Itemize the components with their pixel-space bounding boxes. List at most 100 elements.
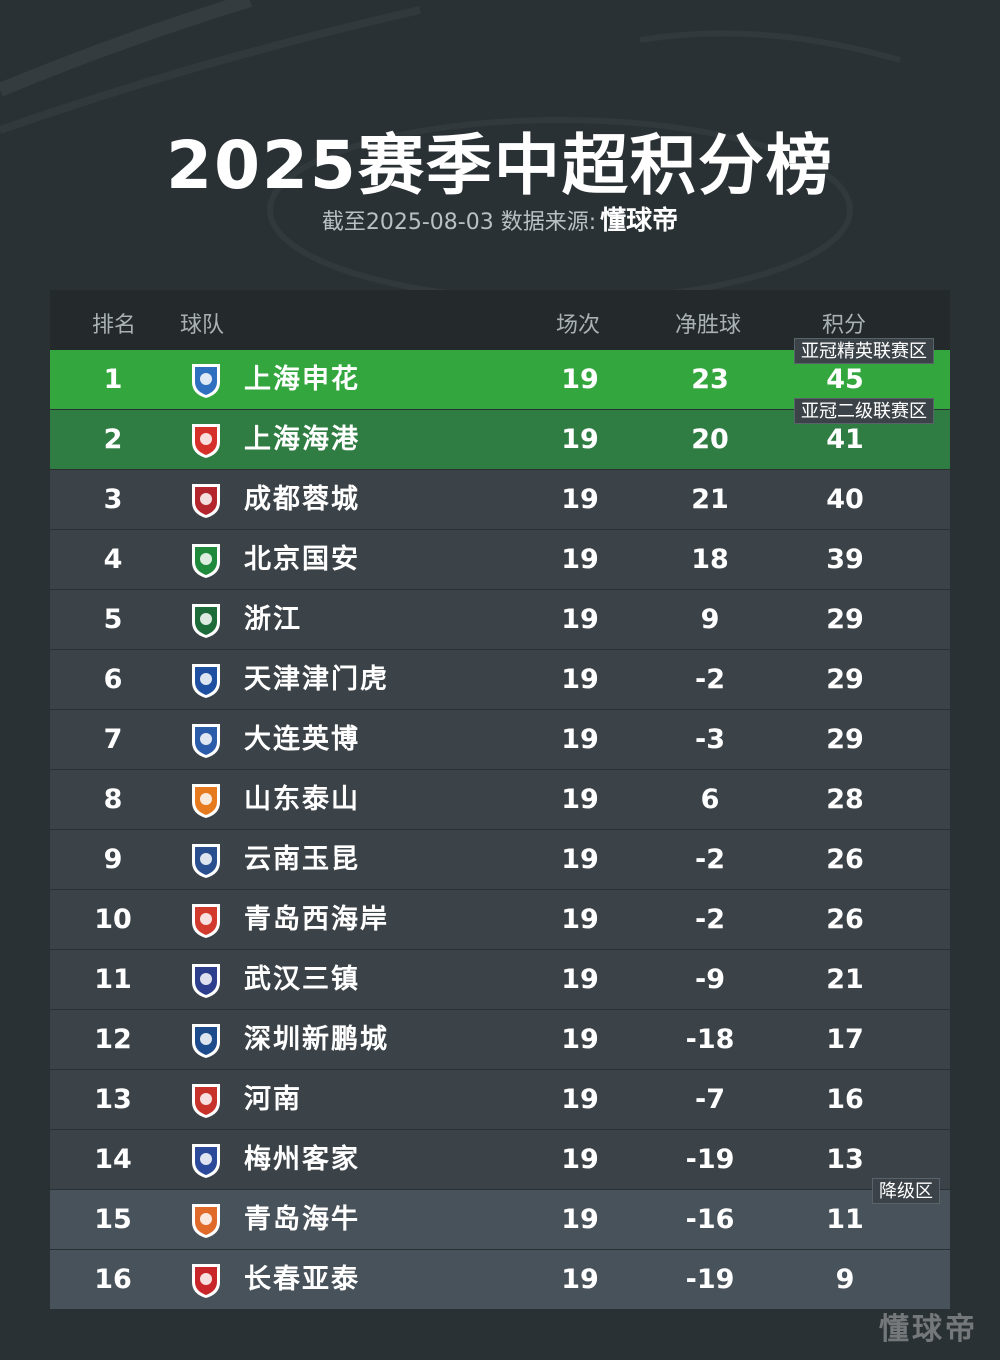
beijing-guoan-badge-icon [192, 544, 220, 578]
row-team-name: 深圳新鹏城 [244, 1024, 389, 1055]
yunnan-yukun-badge-icon [192, 844, 220, 878]
row-points: 21 [826, 964, 864, 995]
row-points: 11 [826, 1204, 864, 1235]
row-goal-difference: 9 [700, 604, 720, 635]
row-rank: 13 [94, 1084, 132, 1115]
row-played: 19 [561, 844, 599, 875]
table-header: 排名 球队 场次 净胜球 积分 [50, 290, 950, 350]
table-row: 3 成都蓉城 19 21 40 [50, 470, 950, 530]
row-goal-difference: 21 [691, 484, 729, 515]
row-goal-difference: -2 [695, 904, 725, 935]
table-row: 14 梅州客家 19 -19 13 [50, 1130, 950, 1190]
brand-name: 懂球帝 [600, 206, 679, 236]
qingdao-hainiu-badge-icon [192, 1204, 220, 1238]
zhejiang-badge-icon [192, 604, 220, 638]
row-played: 19 [561, 1264, 599, 1295]
row-goal-difference: -7 [695, 1084, 725, 1115]
tianjin-jinmen-tiger-badge-icon [192, 664, 220, 698]
table-row: 13 河南 19 -7 16 [50, 1070, 950, 1130]
header-team: 球队 [180, 313, 225, 338]
row-team-name: 长春亚泰 [244, 1264, 360, 1295]
row-played: 19 [561, 544, 599, 575]
page-subtitle: 截至2025-08-03 数据来源: 懂球帝 [0, 200, 1000, 237]
zone-label-acl-two: 亚冠二级联赛区 [794, 398, 934, 424]
row-team-name: 青岛西海岸 [244, 904, 389, 935]
row-goal-difference: -2 [695, 844, 725, 875]
row-goal-difference: -16 [685, 1204, 735, 1235]
row-rank: 3 [103, 484, 123, 515]
row-team-name: 浙江 [244, 604, 302, 635]
header-rank: 排名 [92, 313, 137, 338]
row-points: 29 [826, 724, 864, 755]
table-row: 16 长春亚泰 19 -19 9 [50, 1250, 950, 1310]
table-row: 5 浙江 19 9 29 [50, 590, 950, 650]
row-goal-difference: 23 [691, 364, 729, 395]
row-goal-difference: -2 [695, 664, 725, 695]
row-rank: 10 [94, 904, 132, 935]
watermark: 懂球帝 [879, 1312, 978, 1347]
table-body: 1 上海申花 19 23 45 2 上海海港 19 20 41 3 成都蓉城 19 21 40 4 北京国安 19… [50, 350, 950, 1310]
row-played: 19 [561, 604, 599, 635]
table-row: 11 武汉三镇 19 -9 21 [50, 950, 950, 1010]
row-team-name: 上海申花 [244, 364, 360, 395]
row-goal-difference: -19 [685, 1144, 735, 1175]
row-played: 19 [561, 424, 599, 455]
row-played: 19 [561, 724, 599, 755]
meizhou-hakka-badge-icon [192, 1144, 220, 1178]
row-rank: 2 [103, 424, 123, 455]
row-rank: 14 [94, 1144, 132, 1175]
row-points: 41 [826, 424, 864, 455]
table-row: 8 山东泰山 19 6 28 [50, 770, 950, 830]
row-team-name: 青岛海牛 [244, 1204, 360, 1235]
row-played: 19 [561, 664, 599, 695]
row-team-name: 梅州客家 [244, 1144, 360, 1175]
header-points: 积分 [822, 313, 867, 338]
row-played: 19 [561, 1144, 599, 1175]
row-rank: 12 [94, 1024, 132, 1055]
row-rank: 1 [103, 364, 123, 395]
zone-label-acl-elite: 亚冠精英联赛区 [794, 338, 934, 364]
row-points: 9 [835, 1264, 855, 1295]
row-points: 13 [826, 1144, 864, 1175]
row-rank: 5 [103, 604, 123, 635]
row-points: 29 [826, 604, 864, 635]
row-played: 19 [561, 784, 599, 815]
row-points: 39 [826, 544, 864, 575]
henan-badge-icon [192, 1084, 220, 1118]
wuhan-three-towns-badge-icon [192, 964, 220, 998]
row-team-name: 云南玉昆 [244, 844, 360, 875]
row-rank: 15 [94, 1204, 132, 1235]
header-played: 场次 [556, 313, 601, 338]
row-goal-difference: 6 [700, 784, 720, 815]
row-played: 19 [561, 1024, 599, 1055]
row-goal-difference: -19 [685, 1264, 735, 1295]
row-rank: 4 [103, 544, 123, 575]
row-played: 19 [561, 1204, 599, 1235]
row-goal-difference: 20 [691, 424, 729, 455]
row-team-name: 北京国安 [244, 544, 360, 575]
table-row: 4 北京国安 19 18 39 [50, 530, 950, 590]
row-points: 16 [826, 1084, 864, 1115]
row-rank: 9 [103, 844, 123, 875]
row-rank: 11 [94, 964, 132, 995]
row-goal-difference: 18 [691, 544, 729, 575]
row-rank: 8 [103, 784, 123, 815]
row-team-name: 大连英博 [244, 724, 360, 755]
subtitle-text: 截至2025-08-03 数据来源: [321, 210, 597, 235]
row-goal-difference: -3 [695, 724, 725, 755]
row-played: 19 [561, 964, 599, 995]
shanghai-shenhua-badge-icon [192, 364, 220, 398]
row-goal-difference: -9 [695, 964, 725, 995]
qingdao-west-coast-badge-icon [192, 904, 220, 938]
row-rank: 7 [103, 724, 123, 755]
table-row: 7 大连英博 19 -3 29 [50, 710, 950, 770]
changchun-yatai-badge-icon [192, 1264, 220, 1298]
row-points: 17 [826, 1024, 864, 1055]
row-played: 19 [561, 364, 599, 395]
table-row: 6 天津津门虎 19 -2 29 [50, 650, 950, 710]
row-points: 45 [826, 364, 864, 395]
row-played: 19 [561, 1084, 599, 1115]
row-points: 26 [826, 904, 864, 935]
row-points: 28 [826, 784, 864, 815]
row-points: 29 [826, 664, 864, 695]
